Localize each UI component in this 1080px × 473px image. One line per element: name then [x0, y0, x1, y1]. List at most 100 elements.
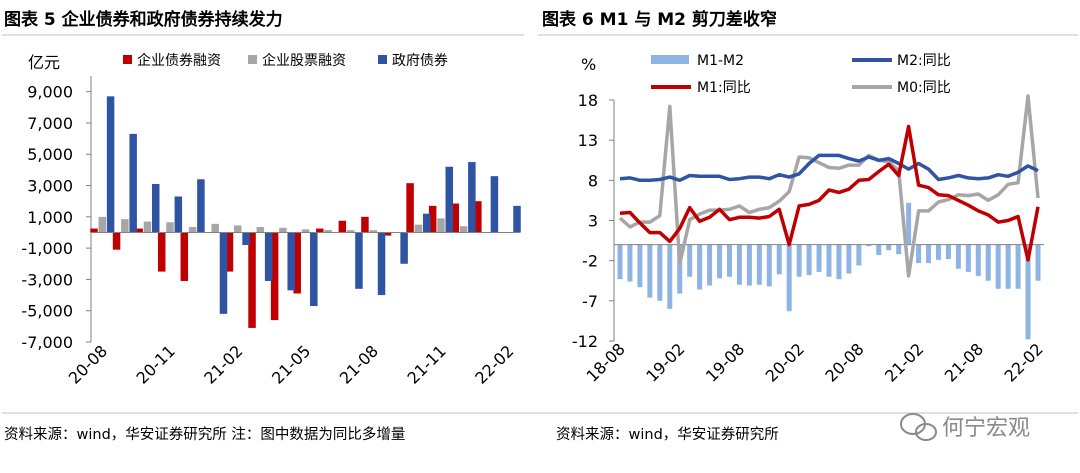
- m1-m2-bar-20-01: [786, 244, 792, 312]
- left-bar-s1-21-01: [211, 223, 219, 233]
- left-plot-area: 9,000 7,000 5,000 3,000 1,000 -1,000 -3,000 -5,…: [21, 83, 521, 388]
- m1-m2-bar-21-03: [926, 244, 932, 264]
- m1-m2-bar-18-09: [627, 244, 633, 282]
- left-bar-s1-21-02: [234, 225, 242, 233]
- left-x-tick-label: 21-02: [200, 341, 246, 387]
- left-bar-s2-22-02: [513, 205, 521, 233]
- left-bar-s0-21-09: [383, 232, 392, 236]
- m1-m2-bar-19-05: [707, 244, 713, 286]
- left-y-tick-label: -5,000: [21, 302, 73, 321]
- right-chart-title: 图表 6 M1 与 M2 剪刀差收窄: [542, 9, 777, 30]
- left-x-tick-label: 21-11: [403, 341, 449, 387]
- m1-m2-bar-21-09: [985, 244, 991, 281]
- right-y-tick-label: 13: [578, 131, 598, 150]
- left-bar-s1-21-08: [369, 230, 377, 233]
- m1-m2-bar-19-12: [776, 244, 782, 275]
- left-bar-s2-21-04: [287, 232, 295, 291]
- legend-swatch-corporate-equity: [248, 55, 257, 64]
- m1-m2-bar-19-08: [736, 244, 742, 285]
- left-bar-s1-21-07: [346, 230, 355, 233]
- left-y-tick-label: -3,000: [21, 270, 73, 289]
- m1-m2-bar-19-01: [667, 244, 673, 309]
- m1-m2-bar-19-07: [726, 244, 732, 277]
- m1-m2-bar-19-04: [697, 244, 703, 290]
- left-bar-s1-21-10: [414, 224, 423, 233]
- left-bar-s0-21-03: [248, 232, 256, 328]
- left-bar-s2-21-02: [242, 232, 250, 245]
- legend-label-m0: M0:同比: [897, 80, 951, 96]
- m1-m2-bar-20-10: [876, 244, 882, 256]
- right-source-note: 资料来源：wind，华安证券研究所: [556, 426, 779, 443]
- left-bar-s2-21-03: [264, 232, 273, 281]
- left-bar-s0-21-07: [338, 220, 347, 233]
- m1-m2-bar-19-03: [687, 244, 693, 277]
- left-bar-s2-21-08: [377, 232, 386, 296]
- left-bar-s2-21-07: [355, 232, 363, 289]
- m1-m2-bar-20-08: [856, 244, 862, 266]
- left-bar-s2-22-01: [490, 176, 499, 233]
- m1-m2-bar-19-02: [677, 244, 683, 294]
- legend-label-m1: M1:同比: [697, 80, 751, 96]
- legend-swatch-government-bond: [378, 55, 387, 64]
- left-bar-s2-20-12: [197, 179, 205, 233]
- left-bar-s1-21-12: [459, 226, 468, 233]
- left-bar-s1-20-10: [143, 221, 152, 233]
- left-bar-s1-20-09: [121, 219, 129, 233]
- m1-m2-bar-18-08: [617, 244, 623, 280]
- left-source-note: 资料来源：wind，华安证券研究所 注：图中数据为同比多增量: [4, 426, 405, 443]
- m1-m2-bar-19-11: [766, 244, 772, 287]
- left-bar-s0-21-10: [406, 183, 414, 233]
- m1-m2-bar-20-06: [836, 244, 842, 280]
- legend-swatch-m1-m2: [651, 55, 689, 64]
- m0-line: [618, 94, 1040, 278]
- left-y-tick-label: -7,000: [21, 333, 73, 352]
- left-bar-s1-21-05: [301, 229, 310, 233]
- right-x-tick-label: 20-02: [762, 339, 808, 385]
- left-y-tick-label: -1,000: [21, 239, 73, 258]
- m1-m2-bar-21-06: [955, 244, 961, 269]
- m1-m2-bar-20-04: [816, 244, 822, 272]
- m1-m2-bar-21-01: [906, 202, 912, 245]
- right-y-tick-label: 8: [588, 171, 598, 190]
- left-bar-s1-21-11: [437, 218, 445, 233]
- right-legend: M1-M2 M2:同比 M1:同比 M0:同比: [651, 53, 951, 96]
- m1-m2-bar-22-02: [1035, 244, 1041, 281]
- right-x-tick-label: 19-02: [642, 339, 688, 385]
- left-chart-title: 图表 5 企业债券和政府债券持续发力: [4, 9, 283, 30]
- m1-m2-bar-22-01: [1025, 244, 1031, 340]
- m1-m2-bar-18-11: [647, 244, 653, 298]
- wechat-icon: [900, 413, 937, 441]
- left-y-tick-label: 5,000: [27, 145, 73, 164]
- m1-m2-bar-19-06: [717, 244, 723, 279]
- legend-label-government-bond: 政府债券: [392, 53, 448, 69]
- left-y-tick-label: 1,000: [27, 208, 73, 227]
- m1-m2-bar-21-10: [995, 244, 1001, 289]
- left-bar-s1-21-04: [279, 227, 287, 233]
- left-bar-s2-20-08: [106, 96, 115, 233]
- right-x-tick-label: 20-08: [821, 339, 867, 385]
- left-bar-s1-21-03: [256, 226, 265, 233]
- left-bar-s2-21-09: [400, 232, 408, 264]
- m1-m2-bar-20-07: [846, 244, 852, 274]
- left-x-tick-label: 20-11: [133, 341, 179, 387]
- left-bar-s2-21-11: [445, 166, 454, 233]
- left-bar-s0-20-10: [135, 228, 143, 233]
- left-bar-s1-20-11: [166, 222, 174, 233]
- right-y-tick-label: -2: [582, 252, 598, 271]
- m1-m2-bar-18-12: [657, 244, 663, 301]
- right-x-tick-label: 21-08: [941, 339, 987, 385]
- left-bar-s0-21-05: [293, 232, 301, 294]
- left-bar-s1-21-06: [324, 230, 332, 233]
- left-bar-s2-21-01: [219, 232, 228, 314]
- left-bar-s2-20-10: [151, 183, 160, 233]
- right-y-tick-label: -7: [582, 292, 598, 311]
- left-bar-s0-21-04: [270, 232, 279, 321]
- left-bar-s0-20-08: [90, 228, 98, 233]
- watermark: 何宁宏观: [900, 413, 1030, 441]
- right-x-tick-label: 22-02: [1001, 339, 1047, 385]
- m1-m2-bar-21-04: [935, 244, 941, 260]
- m1-m2-bar-20-11: [886, 244, 892, 251]
- left-x-tick-label: 21-08: [336, 341, 382, 387]
- m2-line: [619, 153, 1039, 183]
